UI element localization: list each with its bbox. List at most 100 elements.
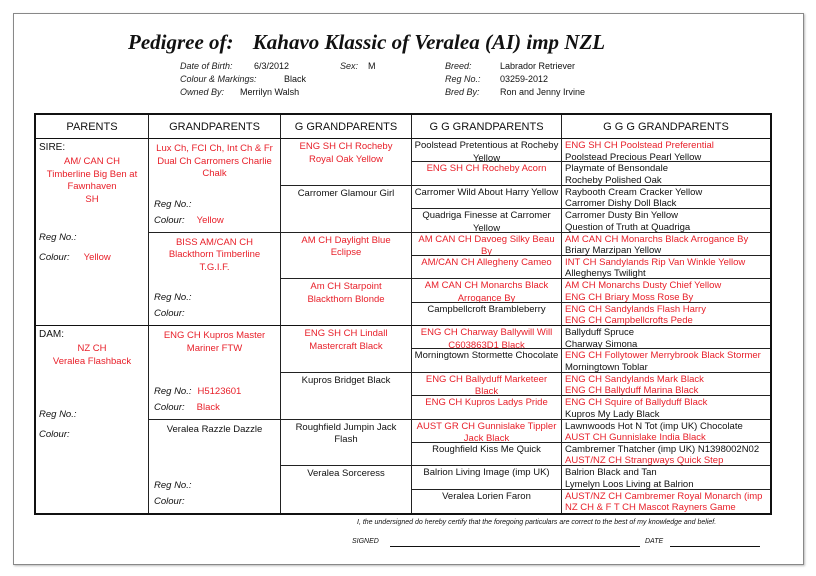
g-grandparent-name: Kupros Bridget Black xyxy=(301,374,391,386)
reg-label: Reg No.: xyxy=(154,198,192,210)
column-header: G GRANDPARENTS xyxy=(281,115,412,139)
g-grandparent-name: AM CH Daylight Blue Eclipse xyxy=(301,234,391,259)
certification-text: I, the undersigned do hereby certify tha… xyxy=(357,519,717,526)
reg-label: Reg No.: xyxy=(154,292,192,303)
grandparent-name: BISS AM/CAN CH Blackthorn Timberline T.G… xyxy=(168,236,261,273)
gg-grandparent-cell: ENG CH Ballyduff Marketeer Black xyxy=(412,372,562,397)
parent-name: AM/ CAN CH Timberline Big Ben at Fawnhav… xyxy=(46,156,138,205)
ggg-grandparent-name: Lymelyn Loos Living at Balrion xyxy=(565,478,694,490)
gg-grandparent-cell: ENG CH Kupros Ladys Pride xyxy=(412,396,562,420)
gg-grandparent-cell: Balrion Living Image (imp UK) xyxy=(412,466,562,490)
ggg-grandparent-name: Ballyduff Spruce xyxy=(565,327,635,338)
parent-role: DAM: xyxy=(39,329,64,340)
ggg-grandparent-name: ENG CH Follytower Merrybrook Black Storm… xyxy=(565,350,761,362)
ggg-grandparent-name: Morningtown Toblar xyxy=(565,361,648,373)
gg-grandparent-cell: Carromer Wild About Harry Yellow xyxy=(412,185,562,210)
ggg-grandparent-cell: INT CH Sandylands Rip Van Winkle Yellow A… xyxy=(562,256,770,280)
g-grandparent-cell: Am CH Starpoint Blackthorn Blonde xyxy=(281,279,412,326)
ggg-grandparent-cell: Ballyduff Spruce Charway Simona xyxy=(562,326,770,350)
gg-grandparent-cell: Quadriga Finesse at Carromer Yellow xyxy=(412,209,562,233)
signature-line[interactable] xyxy=(390,546,640,547)
ggg-grandparent-name: Charway Simona xyxy=(565,338,638,350)
g-grandparent-cell: AM CH Daylight Blue Eclipse xyxy=(281,232,412,280)
ggg-grandparent-name: ENG CH Campbellcrofts Pede xyxy=(565,315,693,326)
grandparent-name: Lux Ch, FCI Ch, Int Ch & Fr Dual Ch Carr… xyxy=(156,143,273,179)
ggg-grandparent-name: ENG CH Briary Moss Rose By xyxy=(565,291,694,303)
colour-label: Colour: xyxy=(154,214,185,226)
colour-value: Yellow xyxy=(196,214,224,226)
gg-grandparent-cell: AM CAN CH Monarchs Black Arrogance By xyxy=(412,279,562,303)
reg-label: Reg No.: xyxy=(445,74,481,84)
sex-label: Sex: xyxy=(340,61,359,71)
gg-grandparent-cell: Campbellcroft Brambleberry xyxy=(412,302,562,326)
colour-value: Black xyxy=(196,401,220,413)
colour-value: Black xyxy=(284,74,307,84)
pedigree-table: PARENTS GRANDPARENTS G GRANDPARENTS G G GRA… xyxy=(34,113,772,515)
ggg-grandparent-name: Poolstead Precious Pearl Yellow xyxy=(565,151,702,163)
ggg-grandparent-name: Rocheby Polished Oak xyxy=(565,174,662,186)
colour-row: Colour: xyxy=(154,308,197,319)
ggg-grandparent-name: ENG CH Ballyduff Marina Black xyxy=(565,385,699,397)
gg-grandparent-cell: Poolstead Pretentious at Rocheby Yellow xyxy=(412,139,562,163)
gg-grandparent-cell: ENG SH CH Rocheby Acorn xyxy=(412,162,562,186)
ggg-grandparent-name: Kupros My Lady Black xyxy=(565,408,660,420)
g-grandparent-cell: Roughfield Jumpin Jack Flash xyxy=(281,419,412,467)
ggg-grandparent-name: INT CH Sandylands Rip Van Winkle Yellow xyxy=(565,256,746,268)
ggg-grandparent-cell: AM CAN CH Monarchs Black Arrogance By Bri… xyxy=(562,233,770,256)
ggg-grandparent-name: Carromer Dusty Bin Yellow xyxy=(565,210,678,222)
ggg-grandparent-name: ENG SH CH Poolstead Preferential xyxy=(565,140,714,151)
ggg-grandparent-name: NZ CH & F T CH Mascot Rayners Game xyxy=(565,502,736,513)
g-grandparent-cell: ENG SH CH Rocheby Royal Oak Yellow xyxy=(281,139,412,186)
ggg-grandparent-cell: Balrion Black and Tan Lymelyn Loos Living… xyxy=(562,466,770,490)
ggg-grandparent-cell: Lawnwoods Hot N Tot (imp UK) Chocolate AU… xyxy=(562,420,770,443)
column-header: G G G GRANDPARENTS xyxy=(562,115,770,139)
ggg-grandparent-name: Briary Marzipan Yellow xyxy=(565,245,662,256)
gg-grandparent-cell: AUST GR CH Gunnislake Tippler Jack Black xyxy=(412,419,562,443)
reg-label: Reg No.: xyxy=(154,385,192,397)
ggg-grandparent-name: ENG CH Sandylands Mark Black xyxy=(565,373,704,385)
breeder-label: Bred By: xyxy=(445,87,480,97)
ggg-grandparent-name: Balrion Black and Tan xyxy=(565,467,657,479)
colour-label: Colour & Markings: xyxy=(180,74,257,84)
colour-label: Colour: xyxy=(154,496,185,507)
colour-row: Colour: xyxy=(154,496,197,507)
date-line[interactable] xyxy=(670,546,760,547)
breeder-value: Ron and Jenny Irvine xyxy=(500,87,586,97)
gg-grandparent-cell: AM/CAN CH Allegheny Cameo xyxy=(412,255,562,280)
parent-name: NZ CH Veralea Flashback xyxy=(52,343,132,367)
gg-grandparent-cell: ENG CH Charway Ballywill Will C603863D1 … xyxy=(412,326,562,350)
ggg-grandparent-name: AUST CH Gunnislake India Black xyxy=(565,432,706,443)
ggg-grandparent-cell: ENG CH Sandylands Mark Black ENG CH Bally… xyxy=(562,373,770,397)
ggg-grandparent-cell: AM CH Monarchs Dusty Chief Yellow ENG CH … xyxy=(562,279,770,303)
ggg-grandparent-name: AUST/NZ CH Cambremer Royal Monarch (imp xyxy=(565,490,763,502)
grandparent-cell: BISS AM/CAN CH Blackthorn Timberline T.G… xyxy=(149,232,281,326)
colour-label: Colour: xyxy=(39,252,70,263)
dob-value: 6/3/2012 xyxy=(254,61,290,71)
g-grandparent-name: Roughfield Jumpin Jack Flash xyxy=(295,421,397,446)
reg-label: Reg No.: xyxy=(39,409,77,420)
parent-cell: DAM: NZ CH Veralea Flashback Reg No.: Colou… xyxy=(36,326,149,513)
gg-grandparent-cell: Veralea Lorien Faron xyxy=(412,489,562,513)
gg-grandparent-cell: AM CAN CH Davoeg Silky Beau By xyxy=(412,232,562,256)
owner-value: Merrilyn Walsh xyxy=(240,87,300,97)
colour-label: Colour: xyxy=(154,308,185,319)
colour-row: Colour: Black xyxy=(154,402,220,413)
ggg-grandparent-name: AUST/NZ CH Strangways Quick Step xyxy=(565,455,724,467)
ggg-grandparent-cell: ENG CH Squire of Ballyduff Black Kupros M… xyxy=(562,396,770,420)
g-grandparent-cell: Carromer Glamour Girl xyxy=(281,185,412,233)
dog-name: Kahavo Klassic of Veralea (AI) imp NZL xyxy=(252,30,606,54)
ggg-grandparent-cell: ENG CH Sandylands Flash Harry ENG CH Camp… xyxy=(562,303,770,326)
ggg-grandparent-name: ENG CH Squire of Ballyduff Black xyxy=(565,397,708,409)
sex-value: M xyxy=(368,61,376,71)
colour-row: Colour: xyxy=(39,429,84,440)
ggg-grandparent-name: ENG CH Sandylands Flash Harry xyxy=(565,303,706,315)
gg-grandparent-cell: Morningtown Stormette Chocolate xyxy=(412,349,562,373)
ggg-grandparent-cell: ENG CH Follytower Merrybrook Black Storm… xyxy=(562,349,770,373)
colour-row: Colour: Yellow xyxy=(39,252,111,263)
pedigree-sheet xyxy=(13,13,804,565)
ggg-grandparent-name: Question of Truth at Quadriga xyxy=(565,221,691,233)
reg-value: 03259-2012 xyxy=(500,74,549,84)
breed-value: Labrador Retriever xyxy=(500,61,576,71)
grandparent-name: Veralea Razzle Dazzle xyxy=(166,423,263,435)
ggg-grandparent-cell: Cambremer Thatcher (imp UK) N1398002N02 A… xyxy=(562,443,770,467)
